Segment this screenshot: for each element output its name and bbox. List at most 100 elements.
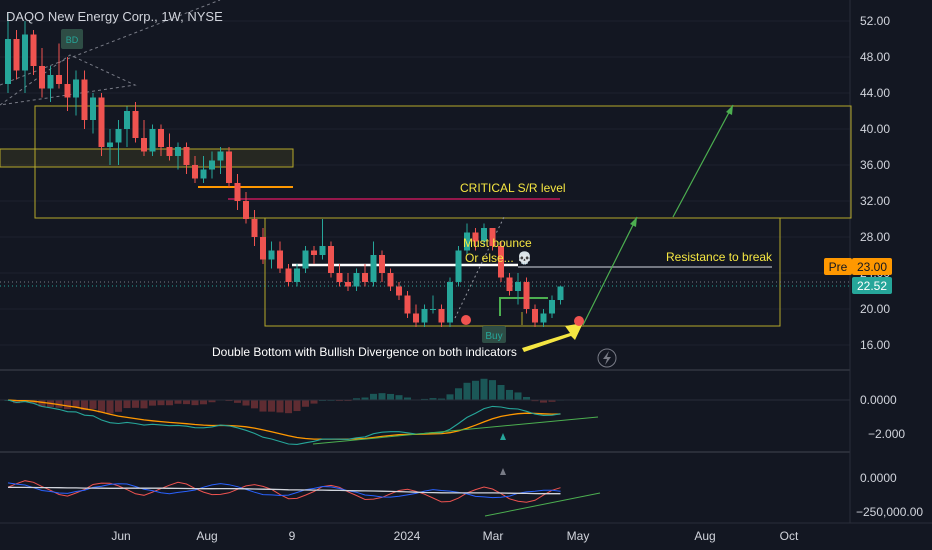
dotted-rally-line[interactable] xyxy=(454,214,506,319)
macd-histogram-bar xyxy=(489,380,496,400)
time-axis-label: 2024 xyxy=(394,529,421,543)
macd-histogram-bar xyxy=(13,400,20,404)
candle-body xyxy=(132,111,139,138)
macd-histogram-bar xyxy=(38,400,46,407)
candle-body xyxy=(39,66,45,89)
buy-badge[interactable] xyxy=(482,326,506,343)
macd-histogram-bar xyxy=(310,400,318,404)
price-axis-tick: 48.00 xyxy=(860,50,890,64)
macd-histogram-bar xyxy=(208,400,216,403)
candle-body xyxy=(56,75,62,84)
last-price-tag: 22.52 xyxy=(857,279,887,293)
macd-histogram-bar xyxy=(149,400,156,406)
critical-sr-label[interactable]: CRITICAL S/R level xyxy=(460,181,566,195)
macd-axis-tick: −2.000 xyxy=(868,427,905,441)
obv-axis-tick: −250,000.00 xyxy=(856,505,923,519)
resistance-label[interactable]: Resistance to break xyxy=(666,250,773,264)
time-axis-label: 9 xyxy=(289,529,296,543)
candle-body xyxy=(345,282,351,287)
candle-body xyxy=(5,39,11,84)
time-axis-label: Jun xyxy=(111,529,130,543)
candle-body xyxy=(30,34,37,66)
obv-marker-arrow xyxy=(500,468,506,475)
obv-ma-line xyxy=(7,482,561,499)
macd-histogram-bar xyxy=(285,400,292,414)
obv-pane[interactable] xyxy=(7,468,601,517)
candle-body xyxy=(294,268,300,282)
macd-histogram-bar xyxy=(387,393,394,400)
obv-divergence-line[interactable] xyxy=(484,492,601,517)
target-arrow-2[interactable] xyxy=(672,104,734,218)
candle-body xyxy=(124,111,130,129)
candle-body xyxy=(472,232,479,242)
time-axis-label: May xyxy=(567,529,590,543)
callout-arrow[interactable] xyxy=(522,323,583,352)
candle-body xyxy=(311,250,317,255)
candle-body xyxy=(243,201,249,219)
macd-histogram-bar xyxy=(259,400,267,412)
candle-body xyxy=(277,250,283,269)
macd-histogram-bar xyxy=(140,400,148,409)
target-arrow-1[interactable] xyxy=(582,216,638,326)
macd-histogram-bar xyxy=(531,400,539,402)
candle-body xyxy=(498,246,504,278)
macd-divergence-line[interactable] xyxy=(312,416,599,445)
candle-body xyxy=(523,282,530,309)
macd-histogram-bar xyxy=(429,398,437,400)
bd-badge[interactable] xyxy=(61,29,83,49)
candle-body xyxy=(285,268,292,282)
macd-histogram-bar xyxy=(157,400,165,406)
candle-body xyxy=(396,286,402,296)
or-else-label[interactable]: Or else... 💀 xyxy=(465,251,532,265)
macd-histogram-bar xyxy=(98,400,105,413)
macd-histogram-bar xyxy=(132,400,139,408)
time-axis-label: Aug xyxy=(196,529,217,543)
macd-histogram-bar xyxy=(166,400,173,406)
macd-histogram-bar xyxy=(55,400,63,408)
candle-body xyxy=(47,75,54,89)
price-axis-tick: 28.00 xyxy=(860,230,890,244)
support-zone-box[interactable] xyxy=(0,148,294,168)
lightning-icon[interactable] xyxy=(597,348,617,368)
green-step-line[interactable] xyxy=(499,297,548,316)
time-axis-label: Mar xyxy=(483,529,504,543)
candle-body xyxy=(217,151,224,161)
macd-line xyxy=(7,399,561,445)
candle-body xyxy=(107,142,113,147)
pre-tag-bg xyxy=(852,258,892,275)
double-bottom-label[interactable]: Double Bottom with Bullish Divergence on… xyxy=(212,345,517,359)
candle-body xyxy=(413,313,419,323)
macd-histogram-bar xyxy=(514,392,522,400)
candle-body xyxy=(455,250,462,282)
macd-histogram-bar xyxy=(370,393,377,400)
chart-title[interactable]: DAQO New Energy Corp., 1W, NYSE xyxy=(6,9,223,24)
candle-body xyxy=(209,160,215,170)
candle-body xyxy=(166,147,173,156)
candle-body xyxy=(13,39,20,71)
macd-histogram-bar xyxy=(506,389,513,400)
candle-body xyxy=(515,282,521,291)
buy-signal-arrow xyxy=(500,433,506,440)
candle-body xyxy=(328,246,334,273)
candle-body xyxy=(90,97,96,120)
range-box[interactable] xyxy=(264,217,781,327)
candle-body xyxy=(549,300,555,314)
macd-histogram-bar xyxy=(268,400,275,412)
triangle-pattern[interactable] xyxy=(0,54,137,106)
bd-badge-label: BD xyxy=(66,35,79,45)
macd-histogram-bar xyxy=(404,397,411,400)
macd-histogram-bar xyxy=(302,400,309,407)
arrow-head-2 xyxy=(726,105,733,115)
obv-slow-line xyxy=(7,486,561,495)
macd-histogram-bar xyxy=(395,395,403,400)
candle-body xyxy=(557,286,564,300)
macd-pane[interactable] xyxy=(0,378,850,445)
candle-body xyxy=(532,309,538,323)
candle-body xyxy=(362,273,368,282)
must-bounce-label[interactable]: Must bounce xyxy=(463,236,532,250)
candle-body xyxy=(234,183,241,201)
buy-badge-label: Buy xyxy=(485,331,502,342)
candle-body xyxy=(158,129,164,147)
macd-histogram-bar xyxy=(123,400,131,409)
